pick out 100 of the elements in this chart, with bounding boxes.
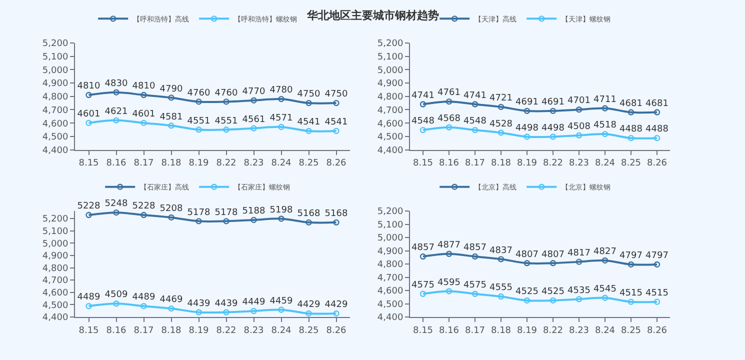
y-tick-label: 5,100 <box>377 52 404 62</box>
data-label: 4601 <box>77 110 100 120</box>
y-tick-label: 5,000 <box>42 239 68 250</box>
data-label: 4509 <box>104 290 128 300</box>
x-tick-label: 8.25 <box>620 158 642 169</box>
y-tick-label: 4,800 <box>377 260 404 270</box>
point <box>196 126 202 133</box>
y-tick-label: 4,700 <box>377 106 404 116</box>
x-tick-label: 8.15 <box>412 326 434 336</box>
data-label: 5188 <box>242 206 266 217</box>
y-tick-label: 4,700 <box>42 276 68 286</box>
point <box>446 98 452 105</box>
x-tick-label: 8.15 <box>78 158 99 169</box>
x-tick-label: 8.16 <box>438 158 460 169</box>
point <box>278 306 284 313</box>
y-tick-label: 5,000 <box>42 66 68 76</box>
data-label: 4827 <box>594 247 616 258</box>
y-tick-label: 4,900 <box>377 79 404 90</box>
point <box>446 288 452 294</box>
data-label: 4488 <box>620 124 643 135</box>
data-label: 4528 <box>490 119 513 130</box>
data-label: 4681 <box>620 98 642 109</box>
x-tick-label: 8.18 <box>161 158 182 169</box>
x-tick-label: 8.19 <box>516 326 538 336</box>
point <box>654 261 660 268</box>
point <box>168 94 174 101</box>
data-label: 4691 <box>542 98 564 108</box>
point <box>250 216 257 224</box>
data-label: 4857 <box>464 243 486 254</box>
point <box>654 298 660 305</box>
data-label: 5248 <box>104 199 128 210</box>
point <box>550 134 556 140</box>
data-label: 4837 <box>490 246 512 256</box>
x-tick-label: 8.19 <box>516 158 538 169</box>
x-tick-label: 8.23 <box>244 326 264 336</box>
y-tick-label: 4,500 <box>42 300 68 311</box>
data-label: 4721 <box>490 94 512 104</box>
y-tick-label: 5,200 <box>377 207 404 218</box>
point <box>446 124 452 130</box>
data-label: 4797 <box>646 251 668 262</box>
data-label: 4551 <box>187 116 210 126</box>
data-label: 4750 <box>324 90 348 100</box>
data-label: 4750 <box>297 90 320 100</box>
point <box>550 260 556 266</box>
y-tick-label: 5,200 <box>377 39 404 50</box>
point <box>86 92 92 98</box>
point <box>223 126 230 133</box>
y-tick-label: 5,100 <box>377 220 404 230</box>
y-tick-label: 4,800 <box>42 92 68 103</box>
x-tick-label: 8.22 <box>216 326 236 336</box>
point <box>576 132 582 138</box>
data-label: 4429 <box>297 300 320 310</box>
data-label: 4830 <box>104 78 128 89</box>
point <box>278 124 284 130</box>
x-tick-label: 8.24 <box>594 326 616 336</box>
point <box>333 100 340 106</box>
point <box>168 214 174 221</box>
point <box>550 297 556 304</box>
x-tick-label: 8.24 <box>271 326 292 336</box>
data-label: 4581 <box>160 112 183 122</box>
y-tick-label: 5,100 <box>42 226 68 237</box>
point <box>524 297 530 304</box>
data-label: 4439 <box>187 298 210 309</box>
data-label: 4601 <box>132 110 156 120</box>
data-label: 4760 <box>187 88 210 98</box>
point <box>223 309 230 316</box>
point <box>602 257 608 264</box>
point <box>524 134 530 140</box>
data-label: 5178 <box>187 208 210 218</box>
data-label: 4518 <box>594 120 617 131</box>
point <box>628 261 634 268</box>
point <box>140 212 147 218</box>
data-label: 4711 <box>594 94 616 105</box>
y-tick-label: 4,400 <box>42 313 68 324</box>
y-tick-label: 4,600 <box>42 119 68 130</box>
data-label: 4541 <box>297 118 320 128</box>
point <box>306 100 312 106</box>
data-label: 4459 <box>270 296 293 306</box>
x-tick-label: 8.25 <box>298 326 319 336</box>
point <box>420 253 426 260</box>
point <box>333 310 340 317</box>
point <box>250 125 257 132</box>
y-tick-label: 5,200 <box>42 39 68 50</box>
data-label: 4571 <box>270 114 293 124</box>
data-label: 5178 <box>214 208 238 218</box>
y-tick-label: 4,600 <box>42 288 68 299</box>
data-label: 4780 <box>270 86 293 96</box>
point <box>333 219 340 226</box>
data-label: 4810 <box>77 82 100 92</box>
data-label: 4449 <box>242 298 266 308</box>
x-tick-label: 8.18 <box>490 326 512 336</box>
x-tick-label: 8.17 <box>464 158 486 169</box>
data-label: 4488 <box>646 124 669 135</box>
y-tick-label: 4,400 <box>377 313 404 324</box>
point <box>140 92 147 98</box>
x-tick-label: 8.22 <box>216 158 236 169</box>
y-tick-label: 4,700 <box>377 273 404 284</box>
data-label: 4489 <box>77 292 100 303</box>
x-tick-label: 8.22 <box>542 158 564 169</box>
data-label: 4498 <box>516 123 539 134</box>
